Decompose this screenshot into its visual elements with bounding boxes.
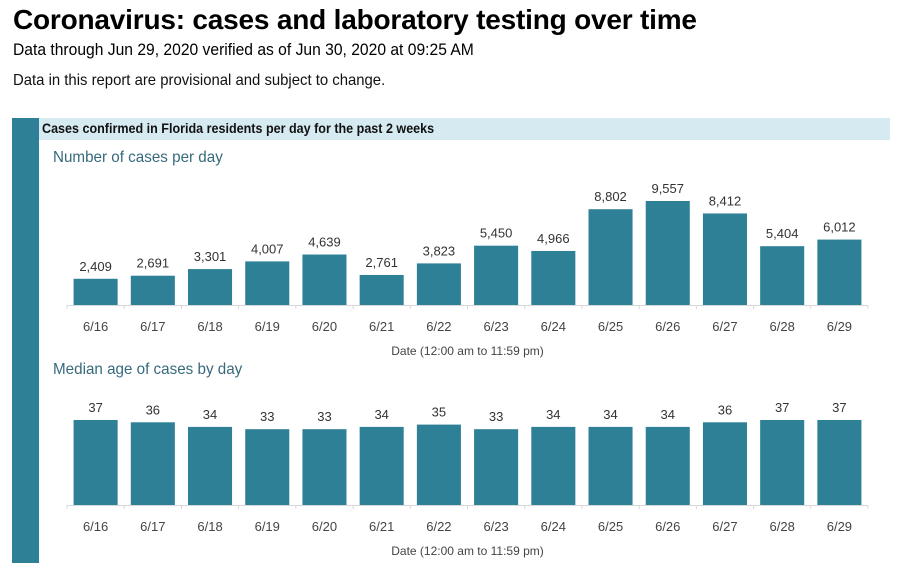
- bar-6-23: [474, 245, 519, 305]
- bar-6-24: [531, 250, 576, 305]
- bar-value-label: 5,404: [766, 226, 799, 241]
- bar-value-label: 8,412: [709, 193, 742, 208]
- bar-value-label: 2,409: [79, 259, 112, 274]
- bar-6-18: [188, 269, 233, 305]
- x-tick-label: 6/26: [655, 519, 680, 534]
- bar-value-label: 35: [432, 405, 446, 420]
- section-banner: [39, 118, 890, 140]
- x-tick-label: 6/20: [312, 319, 337, 334]
- x-tick-label: 6/23: [483, 519, 508, 534]
- bar-6-17: [130, 422, 175, 505]
- bar-6-17: [130, 275, 175, 305]
- x-tick-label: 6/24: [541, 519, 566, 534]
- cases-per-day-chart: 2,409 6/16 2,691 6/17 3,301 6/18 4,007 6/19 4,63…: [66, 181, 869, 358]
- x-tick-label: 6/21: [369, 319, 394, 334]
- x-tick-label: 6/23: [483, 319, 508, 334]
- section-banner-text: Cases confirmed in Florida residents per…: [42, 121, 435, 136]
- bar-value-label: 8,802: [594, 189, 627, 204]
- bar-value-label: 2,761: [365, 255, 398, 270]
- x-tick-label: 6/29: [827, 519, 852, 534]
- bar-6-28: [760, 420, 805, 505]
- bar-6-25: [588, 426, 633, 505]
- bar-value-label: 37: [832, 400, 846, 415]
- x-tick-label: 6/17: [140, 519, 165, 534]
- bar-value-label: 34: [374, 407, 388, 422]
- bar-6-26: [645, 426, 690, 505]
- median-age-chart: 37 6/16 36 6/17 34 6/18 33 6/19 33 6/20 34 6/21 35 6/…: [66, 400, 869, 558]
- x-tick-label: 6/16: [83, 319, 108, 334]
- bar-value-label: 33: [489, 409, 503, 424]
- x-tick-label: 6/22: [426, 519, 451, 534]
- bar-value-label: 34: [603, 407, 617, 422]
- bar-6-29: [817, 239, 862, 305]
- bar-value-label: 2,691: [137, 256, 170, 271]
- bar-value-label: 37: [88, 400, 102, 415]
- age-chart-title: Median age of cases by day: [53, 361, 243, 378]
- x-axis-title: Date (12:00 am to 11:59 pm): [391, 544, 544, 558]
- x-tick-label: 6/28: [770, 519, 795, 534]
- report-title: Coronavirus: cases and laboratory testin…: [13, 4, 697, 35]
- bar-6-28: [760, 246, 805, 305]
- bar-value-label: 4,966: [537, 231, 570, 246]
- x-tick-label: 6/26: [655, 319, 680, 334]
- bar-6-27: [702, 213, 747, 305]
- bar-value-label: 6,012: [823, 220, 856, 235]
- x-tick-label: 6/17: [140, 319, 165, 334]
- section-accent-bar: [12, 118, 39, 563]
- bar-6-20: [302, 429, 347, 505]
- bar-value-label: 5,450: [480, 226, 513, 241]
- x-tick-label: 6/28: [770, 319, 795, 334]
- x-tick-label: 6/20: [312, 519, 337, 534]
- bar-value-label: 4,007: [251, 241, 284, 256]
- bar-6-16: [73, 278, 118, 305]
- bar-value-label: 3,301: [194, 249, 227, 264]
- bar-6-19: [245, 261, 290, 305]
- bar-value-label: 36: [146, 402, 160, 417]
- x-tick-label: 6/19: [255, 519, 280, 534]
- bar-6-22: [416, 263, 461, 305]
- bar-6-20: [302, 254, 347, 305]
- bar-value-label: 33: [260, 409, 274, 424]
- data-through-subtitle: Data through Jun 29, 2020 verified as of…: [13, 40, 474, 59]
- provisional-note: Data in this report are provisional and …: [13, 72, 386, 89]
- bar-6-27: [702, 422, 747, 505]
- bar-6-16: [73, 420, 118, 505]
- x-axis-title: Date (12:00 am to 11:59 pm): [391, 344, 544, 358]
- bar-6-19: [245, 429, 290, 505]
- bar-6-23: [474, 429, 519, 505]
- bar-value-label: 9,557: [651, 181, 684, 196]
- bar-6-21: [359, 274, 404, 305]
- bar-6-26: [645, 201, 690, 305]
- bar-value-label: 36: [718, 402, 732, 417]
- x-tick-label: 6/16: [83, 519, 108, 534]
- bar-6-25: [588, 209, 633, 305]
- bar-6-18: [188, 426, 233, 505]
- x-tick-label: 6/18: [197, 519, 222, 534]
- x-tick-label: 6/24: [541, 319, 566, 334]
- bar-value-label: 34: [546, 407, 560, 422]
- bar-value-label: 4,639: [308, 235, 341, 250]
- cases-chart-title: Number of cases per day: [53, 149, 223, 166]
- bar-value-label: 3,823: [423, 243, 456, 258]
- bar-6-21: [359, 426, 404, 505]
- x-tick-label: 6/25: [598, 319, 623, 334]
- x-tick-label: 6/25: [598, 519, 623, 534]
- bar-6-22: [416, 424, 461, 505]
- x-tick-label: 6/19: [255, 319, 280, 334]
- bar-value-label: 37: [775, 400, 789, 415]
- x-tick-label: 6/27: [712, 319, 737, 334]
- x-tick-label: 6/29: [827, 319, 852, 334]
- x-tick-label: 6/21: [369, 519, 394, 534]
- x-tick-label: 6/27: [712, 519, 737, 534]
- bar-6-29: [817, 420, 862, 505]
- x-tick-label: 6/22: [426, 319, 451, 334]
- bar-value-label: 33: [317, 409, 331, 424]
- bar-6-24: [531, 426, 576, 505]
- bar-value-label: 34: [203, 407, 217, 422]
- x-tick-label: 6/18: [197, 319, 222, 334]
- bar-value-label: 34: [661, 407, 675, 422]
